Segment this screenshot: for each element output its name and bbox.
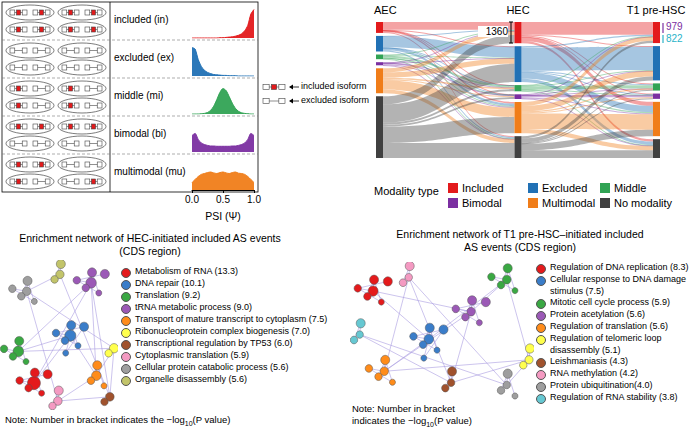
html-text:tRNA metabolic process (9.0): tRNA metabolic process (9.0) [135, 302, 252, 312]
html-text:AEC: AEC [374, 4, 397, 16]
html-text:Note: Number in bracket indica: Note: Number in bracket indicates the −l… [5, 414, 231, 427]
html-text:Multimodal: Multimodal [542, 197, 596, 209]
html-text:Enrichment network of T1 pre-H: Enrichment network of T1 pre-HSC–initiat… [396, 228, 644, 253]
html-text:included (in): included (in) [114, 14, 169, 25]
html-text:Regulation of translation (5.6: Regulation of translation (5.6) [550, 321, 669, 331]
html-text:Transcriptional regulation by: Transcriptional regulation by TP53 (6.0) [135, 338, 293, 348]
html-text:Regulation of telomeric loop d: Regulation of telomeric loop disassembly… [550, 333, 662, 355]
html-text:middle (mi): middle (mi) [114, 90, 164, 101]
html-text:Regulation of RNA stability (3: Regulation of RNA stability (3.8) [550, 392, 678, 402]
html-text:Protein ubiquitination(4.0): Protein ubiquitination(4.0) [550, 380, 653, 390]
html-text:multimodal (mu): multimodal (mu) [114, 166, 186, 177]
html-text:T1 pre-HSC: T1 pre-HSC [626, 4, 686, 16]
html-text:DNA repair (10.1): DNA repair (10.1) [135, 278, 205, 288]
html-text:included isoform: included isoform [301, 81, 367, 91]
svg-text:PSI (Ψ): PSI (Ψ) [205, 210, 241, 222]
html-text:1360: 1360 [485, 26, 508, 37]
svg-text:1.0: 1.0 [247, 194, 261, 205]
html-text:Regulation of DNA replication: Regulation of DNA replication (8.3) [550, 262, 689, 272]
html-text:Included: Included [462, 182, 504, 194]
html-text:822: 822 [666, 33, 683, 44]
html-text:Transport of mature transcript: Transport of mature transcript to cytopl… [135, 314, 328, 324]
html-text:excluded (ex): excluded (ex) [114, 52, 174, 63]
html-text:bimodal (bi): bimodal (bi) [114, 128, 167, 139]
html-text:Mitotic cell cycle process (5.: Mitotic cell cycle process (5.9) [550, 297, 670, 307]
html-text:Cellular protein catabolic pro: Cellular protein catabolic process (5.6) [135, 362, 289, 372]
html-text:979: 979 [666, 21, 683, 32]
html-text:No modality: No modality [614, 197, 673, 209]
html-text:Note: Number in bracket indica: Note: Number in bracket indicates the −l… [352, 403, 472, 428]
html-text:excluded isoform: excluded isoform [301, 95, 369, 105]
html-text:RNA methylation (4.2): RNA methylation (4.2) [550, 368, 638, 378]
html-text:Metabolism of RNA (13.3): Metabolism of RNA (13.3) [135, 266, 238, 276]
html-text:Organelle disassembly (5.6): Organelle disassembly (5.6) [135, 374, 248, 384]
html-text:Cytoplasmic translation (5.9): Cytoplasmic translation (5.9) [135, 350, 249, 360]
svg-text:0.0: 0.0 [185, 194, 199, 205]
html-text:Ribonucleoprotein complex biog: Ribonucleoprotein complex biogenesis (7.… [135, 326, 311, 336]
svg-text:0.5: 0.5 [216, 194, 230, 205]
html-text:Middle: Middle [614, 182, 647, 194]
html-text:Translation (9.2): Translation (9.2) [135, 290, 201, 300]
html-text:Bimodal: Bimodal [462, 197, 502, 209]
html-text:Cellular response to DNA damag: Cellular response to DNA damage stimulus… [550, 274, 687, 296]
html-text:Enrichment network of HEC-init: Enrichment network of HEC-initiated incl… [19, 232, 281, 257]
html-text:HEC: HEC [506, 4, 530, 16]
html-text:Leishmaniasis (4.3): Leishmaniasis (4.3) [550, 356, 628, 366]
html-text:Modality type: Modality type [374, 185, 439, 197]
html-text:Protein acetylation (5.6): Protein acetylation (5.6) [550, 309, 646, 319]
html-text:Excluded: Excluded [542, 182, 588, 194]
